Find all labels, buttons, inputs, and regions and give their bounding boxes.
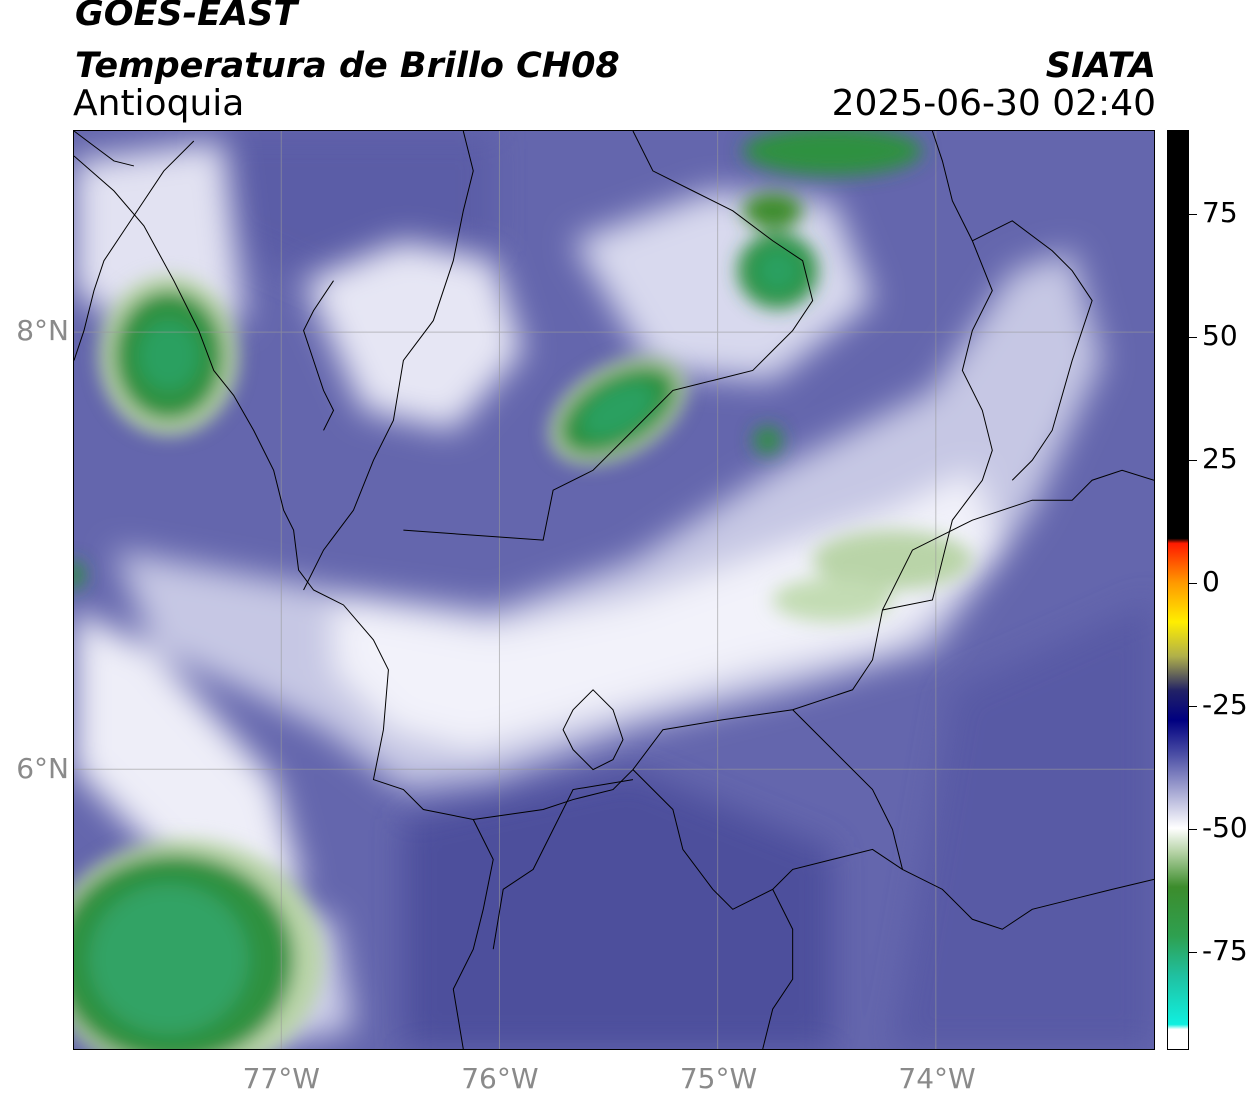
satellite-map[interactable] xyxy=(73,130,1155,1050)
lon-tick-label: 77°W xyxy=(242,1062,320,1095)
colorbar-tick xyxy=(1189,582,1197,585)
satellite-title: GOES-EAST xyxy=(75,0,298,34)
boundaries xyxy=(74,131,1154,1049)
colorbar-tick xyxy=(1189,828,1197,831)
lat-tick-label: 8°N xyxy=(16,313,69,347)
colorbar-tick xyxy=(1189,336,1197,339)
colorbar-tick xyxy=(1189,705,1197,708)
product-title: Temperatura de Brillo CH08 xyxy=(75,46,620,86)
colorbar-tick-label: 50 xyxy=(1202,318,1238,352)
brightness-temperature-field xyxy=(74,131,1154,1049)
colorbar-tick xyxy=(1189,951,1197,954)
lon-tick-label: 75°W xyxy=(679,1062,758,1095)
colorbar-tick-label: 25 xyxy=(1202,441,1238,475)
lat-tick-label: 6°N xyxy=(16,751,69,785)
lon-tick-label: 74°W xyxy=(898,1062,976,1095)
region-label: Antioquia xyxy=(73,83,245,124)
cold-cloud-tops xyxy=(74,131,973,1049)
colorbar-tick-label: 75 xyxy=(1202,195,1238,229)
dark-blue-areas xyxy=(203,131,1154,1049)
colorbar-tick xyxy=(1189,459,1197,462)
colorbar-tick-label: -75 xyxy=(1202,933,1248,967)
organization-label: SIATA xyxy=(1045,46,1156,86)
colorbar xyxy=(1167,130,1189,1050)
colorbar-tick xyxy=(1189,213,1197,216)
gridlines xyxy=(74,131,1154,1049)
lon-tick-label: 76°W xyxy=(461,1062,539,1095)
colorbar-tick-label: -25 xyxy=(1202,687,1248,721)
colorbar-tick-label: -50 xyxy=(1202,810,1248,844)
colorbar-tick-label: 0 xyxy=(1202,564,1220,598)
datetime-label: 2025-06-30 02:40 xyxy=(831,83,1156,124)
